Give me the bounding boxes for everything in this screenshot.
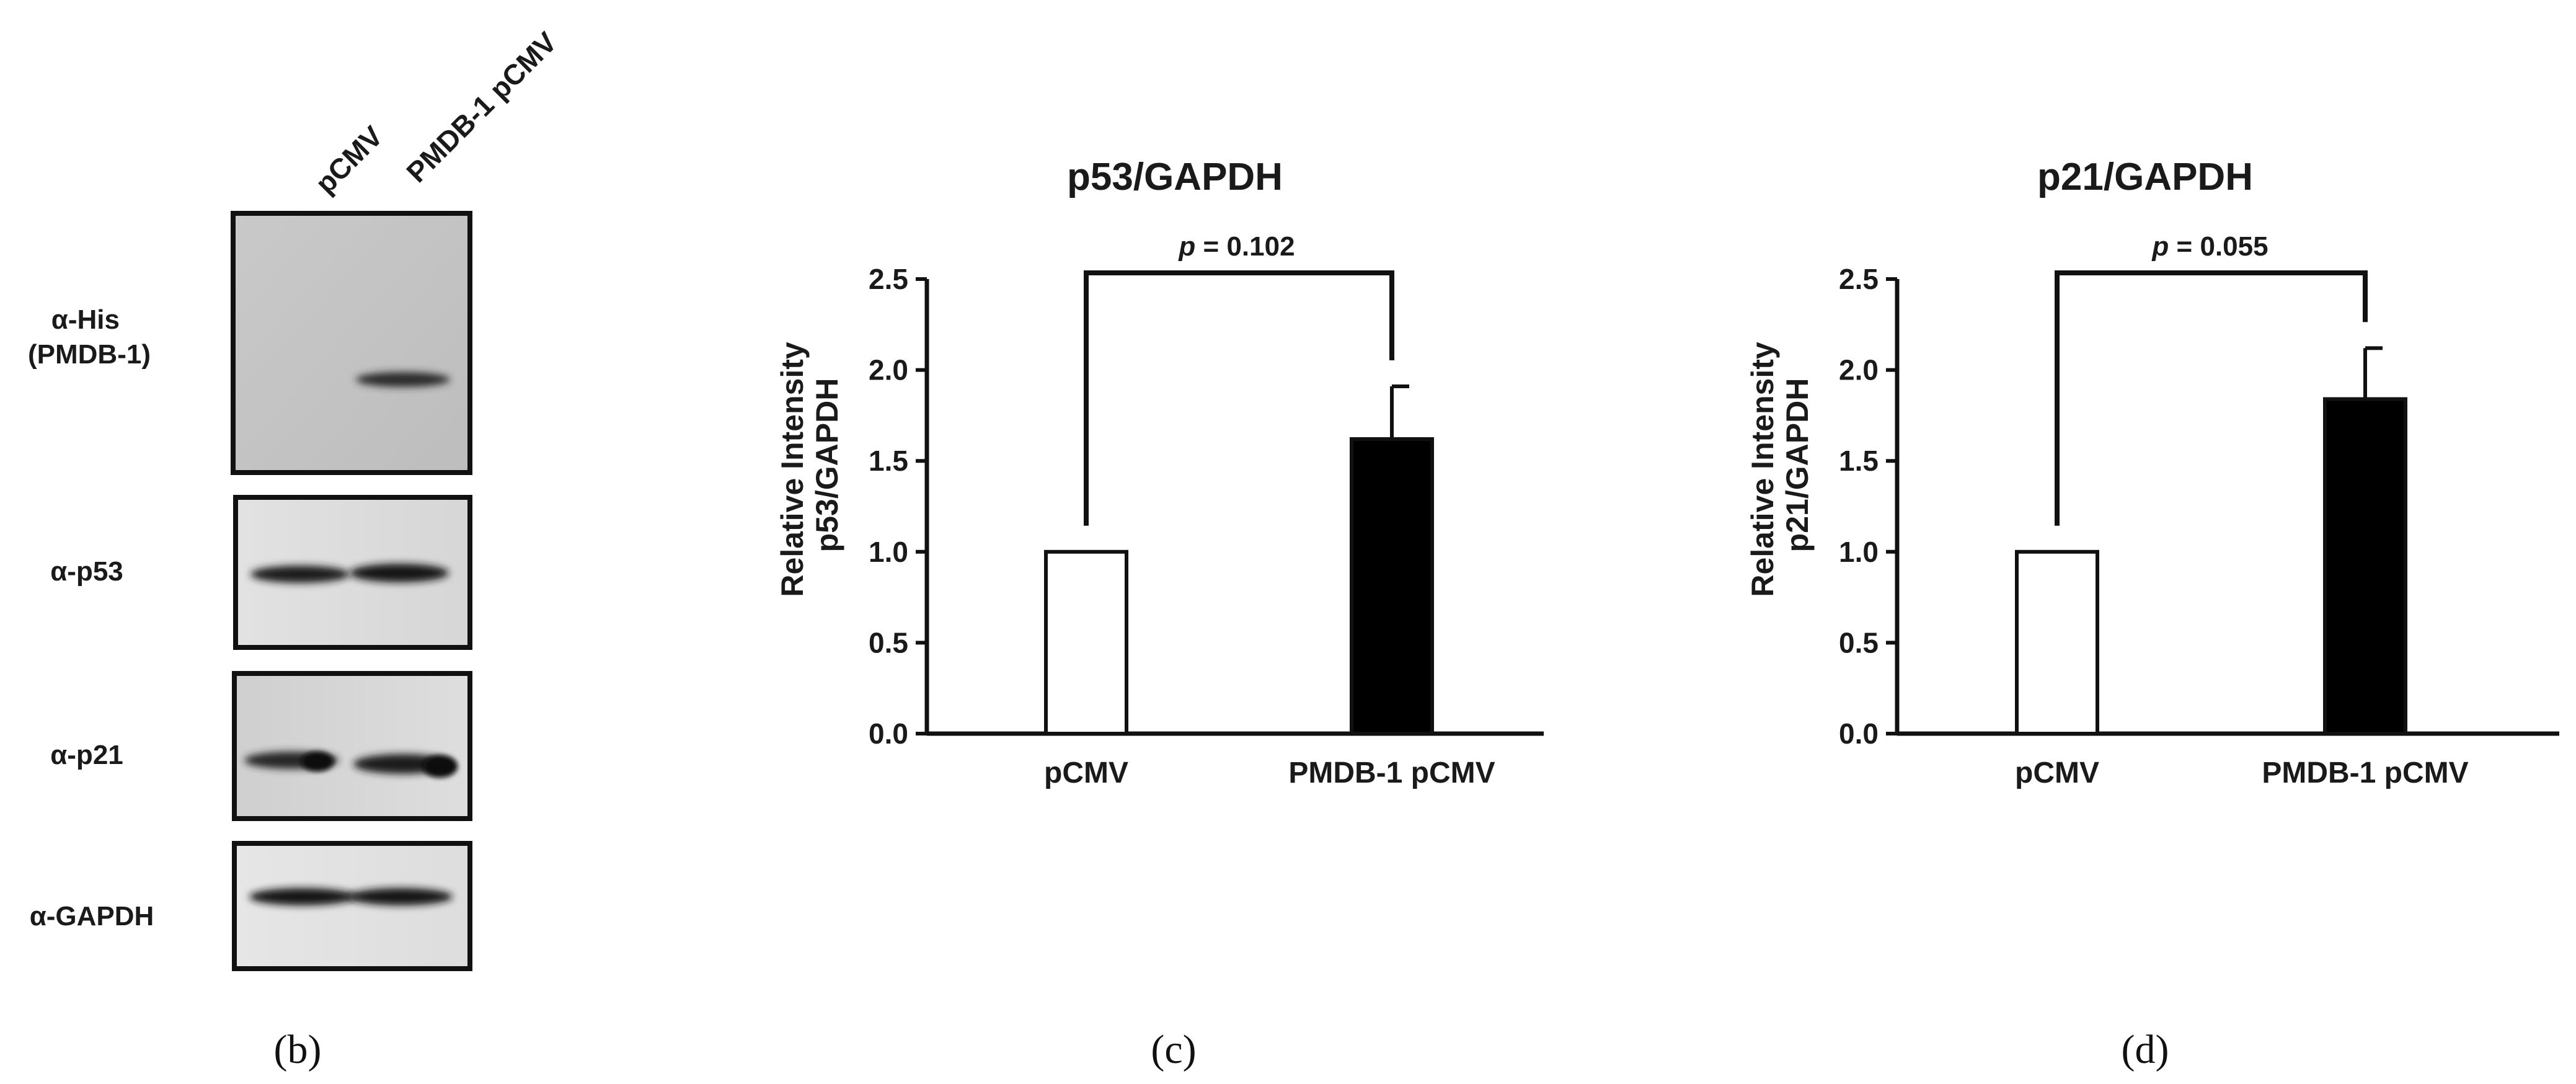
category-label: PMDB-1 pCMV [2262, 757, 2468, 789]
western-blot: pCMV PMDB-1 pCMV α-His (PMDB-1) α-p53 α-… [28, 25, 563, 1072]
p-symbol: p [1178, 231, 1195, 262]
blot-band-p21-lane2-core [423, 755, 458, 778]
panel-label-d: (d) [2122, 1027, 2169, 1072]
significance-bracket [1084, 270, 1394, 526]
y-tick-labels: 0.0 0.5 1.0 1.5 2.0 2.5 [1839, 263, 1879, 750]
plot-area [1886, 270, 2559, 736]
category-labels: pCMV PMDB-1 pCMV [1044, 757, 1495, 789]
p-value-text: = 0.102 [1195, 231, 1295, 262]
category-label: PMDB-1 pCMV [1288, 757, 1495, 789]
chart-title: p53/GAPDH [1067, 156, 1283, 198]
blot-band-gapdh-lane1 [249, 888, 356, 905]
blot-band-p53-lane1 [250, 566, 350, 583]
bar [1350, 437, 1434, 735]
panel-label-c: (c) [1151, 1027, 1196, 1072]
category-label: pCMV [2015, 757, 2099, 789]
category-labels: pCMV PMDB-1 pCMV [2015, 757, 2469, 789]
blot-band-p21-lane1-core [301, 752, 334, 771]
blot-strip-his [231, 211, 472, 475]
category-label: pCMV [1044, 757, 1128, 789]
p-value-annotation: p = 0.055 [2151, 231, 2268, 262]
y-tick-label: 1.0 [1839, 536, 1879, 568]
y-tick-label: 0.0 [1839, 717, 1879, 750]
y-tick-label: 0.5 [869, 626, 908, 659]
blot-lane-label-2: PMDB-1 pCMV [400, 25, 563, 189]
blot-row-label-gapdh: α-GAPDH [30, 901, 154, 931]
y-tick-labels: 0.0 0.5 1.0 1.5 2.0 2.5 [869, 263, 908, 750]
p-symbol: p [2151, 231, 2169, 262]
panel-label-b: (b) [274, 1027, 322, 1072]
chart-title: p21/GAPDH [2037, 156, 2253, 198]
significance-bracket [2055, 270, 2368, 526]
blot-strip-gapdh [232, 841, 472, 971]
bar [1044, 549, 1128, 735]
blot-strip-p21 [232, 671, 472, 821]
blot-row-label-his: α-His (PMDB-1) [28, 304, 151, 370]
p-value-text: = 0.055 [2169, 231, 2268, 262]
y-tick-label: 1.0 [869, 536, 908, 568]
bar [2015, 549, 2099, 735]
blot-row-label-p53: α-p53 [50, 556, 123, 587]
y-axis-label: Relative Intensity p21/GAPDH [1745, 333, 1815, 597]
chart-c: p53/GAPDH Relative Intensity p53/GAPDH 0… [775, 156, 1544, 1072]
y-axis-label: Relative Intensity p53/GAPDH [775, 333, 844, 597]
y-tick-label: 2.5 [1839, 263, 1879, 295]
y-tick-label: 2.0 [869, 354, 908, 386]
y-tick-label: 1.5 [1839, 445, 1879, 477]
p-value-annotation: p = 0.102 [1178, 231, 1295, 262]
y-tick-label: 0.0 [869, 717, 908, 750]
y-tick-label: 0.5 [1839, 626, 1879, 659]
blot-band-p53-lane2 [350, 564, 449, 582]
chart-d: p21/GAPDH Relative Intensity p21/GAPDH 0… [1745, 156, 2559, 1072]
plot-area [916, 270, 1544, 736]
bar [2323, 397, 2407, 735]
blot-band-his-lane2 [356, 372, 450, 387]
blot-lane-label-1: pCMV [309, 120, 389, 200]
blot-band-gapdh-lane2 [348, 888, 453, 905]
blot-row-label-p21: α-p21 [50, 740, 123, 770]
y-tick-label: 1.5 [869, 445, 908, 477]
y-tick-label: 2.0 [1839, 354, 1879, 386]
y-tick-label: 2.5 [869, 263, 908, 295]
